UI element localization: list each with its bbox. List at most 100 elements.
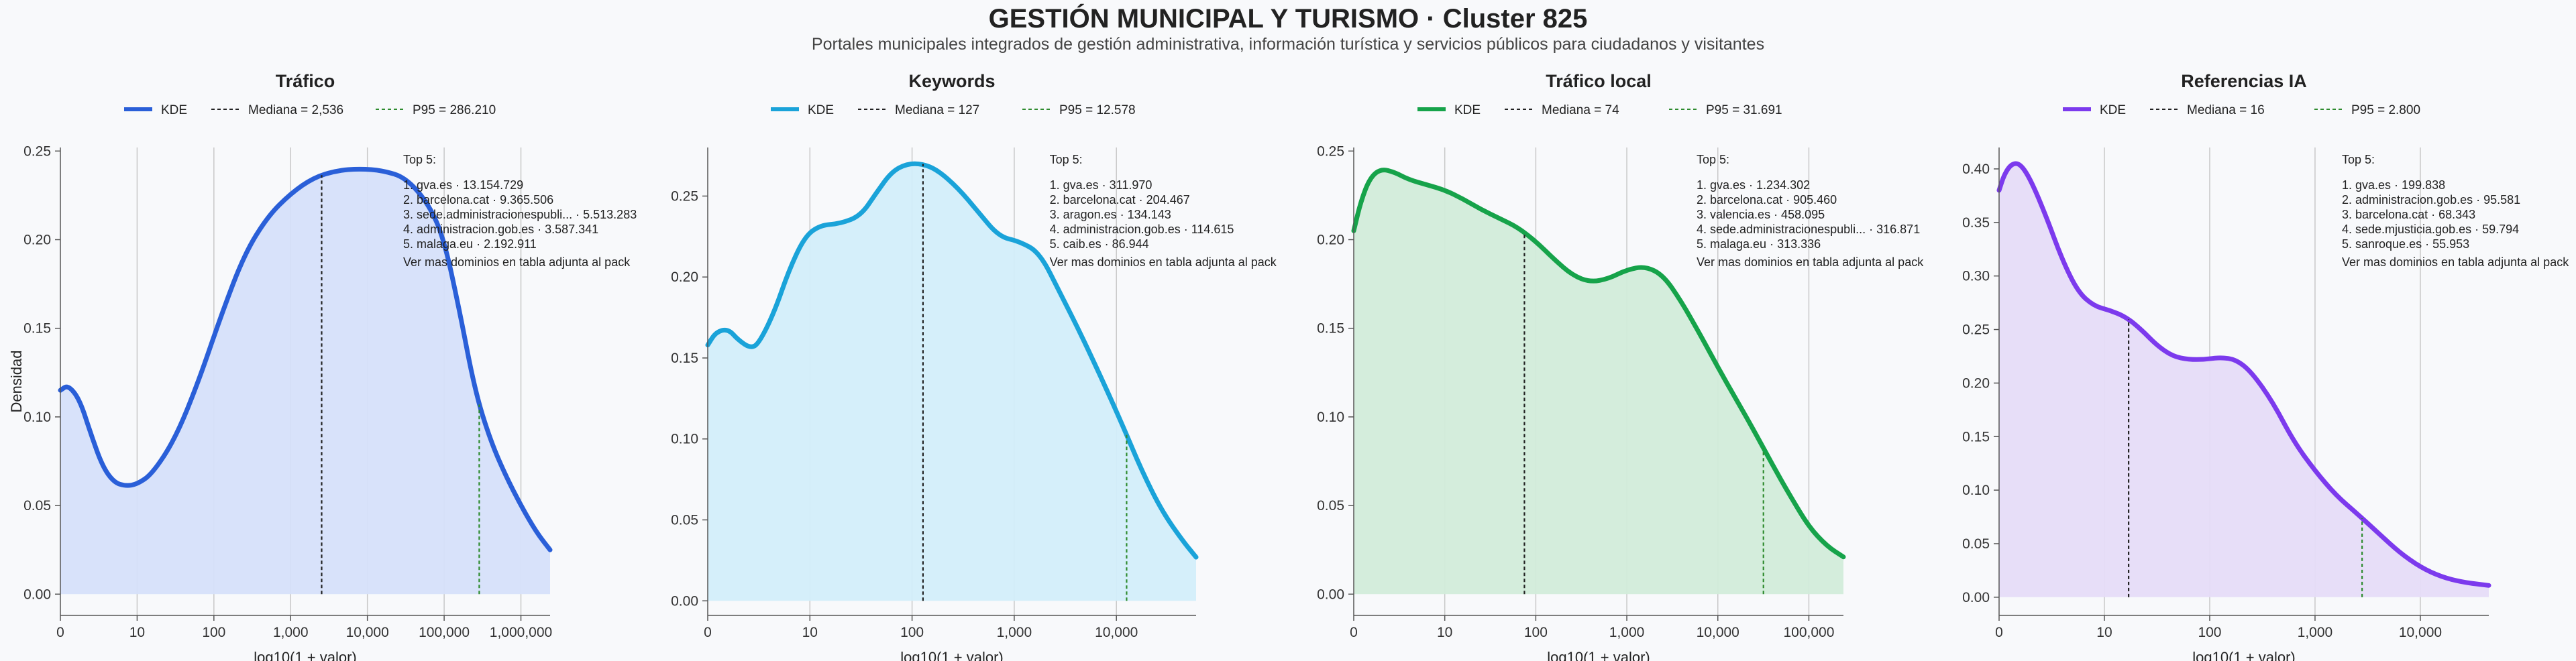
y-tick-label: 0.10	[23, 410, 51, 425]
y-tick-label: 0.05	[23, 498, 51, 514]
x-tick-label: 100,000	[1783, 625, 1834, 640]
top5-item: 3. valencia.es · 458.095	[1697, 208, 1825, 221]
top5-item: 1. gva.es · 13.154.729	[403, 178, 523, 192]
kde-area	[1354, 170, 1843, 595]
legend-p95-label: P95 = 2.800	[2351, 103, 2420, 117]
y-tick-label: 0.25	[1317, 143, 1344, 159]
x-ticks: 0 10 100 1,000 10,000 100,000 1,000,000	[56, 615, 552, 640]
top5-item: 5. malaga.eu · 2.192.911	[403, 237, 537, 251]
y-tick-label: 0.10	[1962, 483, 1990, 498]
page-title: GESTIÓN MUNICIPAL Y TURISMO · Cluster 82…	[988, 4, 1588, 34]
top5-item: 4. administracion.gob.es · 114.615	[1050, 223, 1234, 236]
x-tick-label: 100,000	[419, 625, 470, 640]
x-ticks: 0 10 100 1,000 10,000	[704, 615, 1138, 640]
top5-item: 1. gva.es · 311.970	[1050, 178, 1152, 192]
x-tick-label: 1,000	[2298, 625, 2333, 640]
y-tick-label: 0.15	[23, 321, 51, 337]
top5-item: 3. barcelona.cat · 68.343	[2342, 208, 2475, 221]
x-axis-label: log10(1 + valor)	[254, 649, 356, 661]
top5-footer: Ver mas dominios en tabla adjunta al pac…	[403, 255, 631, 269]
x-tick-label: 10	[129, 625, 145, 640]
top5-heading: Top 5:	[2342, 153, 2375, 166]
legend-p95-label: P95 = 31.691	[1706, 103, 1782, 117]
y-tick-label: 0.05	[671, 513, 698, 528]
panel-title: Tráfico	[276, 71, 335, 91]
top5-heading: Top 5:	[1050, 153, 1083, 166]
panel-title: Referencias IA	[2181, 71, 2307, 91]
legend: KDE Mediana = 74 P95 = 31.691	[1417, 103, 1782, 117]
panel-title: Keywords	[908, 71, 995, 91]
x-ticks: 0 10 100 1,000 10,000 100,000	[1350, 615, 1834, 640]
kde-line	[705, 161, 1199, 560]
x-tick-label: 10,000	[2399, 625, 2442, 640]
x-tick-label: 10	[1437, 625, 1452, 640]
legend-kde-label: KDE	[161, 103, 187, 117]
y-tick-label: 0.05	[1962, 536, 1990, 552]
top5-item: 5. sanroque.es · 55.953	[2342, 237, 2469, 251]
x-tick-label: 0	[56, 625, 64, 640]
y-tick-label: 0.10	[1317, 410, 1344, 425]
legend-kde-label: KDE	[1454, 103, 1481, 117]
x-tick-label: 100	[2198, 625, 2221, 640]
legend: KDE Mediana = 2,536 P95 = 286.210	[124, 103, 496, 117]
x-tick-label: 10,000	[1095, 625, 1138, 640]
x-axis-label: log10(1 + valor)	[900, 649, 1003, 661]
y-tick-label: 0.30	[1962, 269, 1990, 284]
y-tick-label: 0.00	[23, 587, 51, 602]
panel-title: Tráfico local	[1546, 71, 1652, 91]
page-subtitle: Portales municipales integrados de gesti…	[811, 35, 1765, 54]
top5-footer: Ver mas dominios en tabla adjunta al pac…	[1050, 255, 1277, 269]
y-tick-label: 0.25	[1962, 322, 1990, 338]
legend-median-label: Mediana = 2,536	[248, 103, 343, 117]
x-tick-label: 1,000	[1609, 625, 1645, 640]
y-axis-label: Densidad	[8, 351, 25, 413]
x-tick-label: 0	[1350, 625, 1358, 640]
y-ticks: 0.00 0.05 0.10 0.15 0.20 0.25	[1317, 143, 1354, 602]
legend-median-label: Mediana = 16	[2187, 103, 2265, 117]
y-tick-label: 0.15	[1317, 321, 1344, 337]
x-tick-label: 10,000	[346, 625, 389, 640]
top5-item: 4. sede.administracionespubli... · 316.8…	[1697, 223, 1920, 236]
kde-area	[60, 169, 550, 595]
y-ticks: 0.00 0.05 0.10 0.15 0.20 0.25	[23, 143, 60, 602]
top5-item: 5. malaga.eu · 313.336	[1697, 237, 1821, 251]
y-tick-label: 0.20	[1317, 232, 1344, 247]
kde-line	[1351, 168, 1846, 560]
x-axis-label: log10(1 + valor)	[1547, 649, 1650, 661]
x-tick-label: 0	[704, 625, 712, 640]
y-tick-label: 0.10	[671, 432, 698, 447]
x-tick-label: 100	[900, 625, 924, 640]
top5-item: 1. gva.es · 199.838	[2342, 178, 2445, 192]
y-tick-label: 0.15	[671, 351, 698, 366]
y-tick-label: 0.00	[1962, 590, 1990, 605]
legend-p95-label: P95 = 286.210	[413, 103, 496, 117]
top5-item: 2. barcelona.cat · 905.460	[1697, 193, 1837, 206]
x-tick-label: 100	[202, 625, 225, 640]
top5-item: 2. barcelona.cat · 9.365.506	[403, 193, 553, 206]
kde-line	[58, 166, 553, 552]
legend: KDE Mediana = 16 P95 = 2.800	[2063, 103, 2420, 117]
top5-footer: Ver mas dominios en tabla adjunta al pac…	[2342, 255, 2569, 269]
top5-item: 4. administracion.gob.es · 3.587.341	[403, 223, 598, 236]
top5-heading: Top 5:	[1697, 153, 1729, 166]
y-tick-label: 0.05	[1317, 498, 1344, 514]
legend-p95-label: P95 = 12.578	[1059, 103, 1136, 117]
kde-area	[1999, 164, 2489, 597]
y-tick-label: 0.00	[1317, 587, 1344, 602]
legend-median-label: Mediana = 74	[1542, 103, 1619, 117]
y-tick-label: 0.20	[23, 232, 51, 247]
legend-median-label: Mediana = 127	[895, 103, 979, 117]
x-tick-label: 1,000	[997, 625, 1032, 640]
legend-kde-label: KDE	[2100, 103, 2126, 117]
y-tick-label: 0.00	[671, 593, 698, 609]
x-tick-label: 0	[1995, 625, 2003, 640]
top5-item: 3. sede.administracionespubli... · 5.513…	[403, 208, 637, 221]
